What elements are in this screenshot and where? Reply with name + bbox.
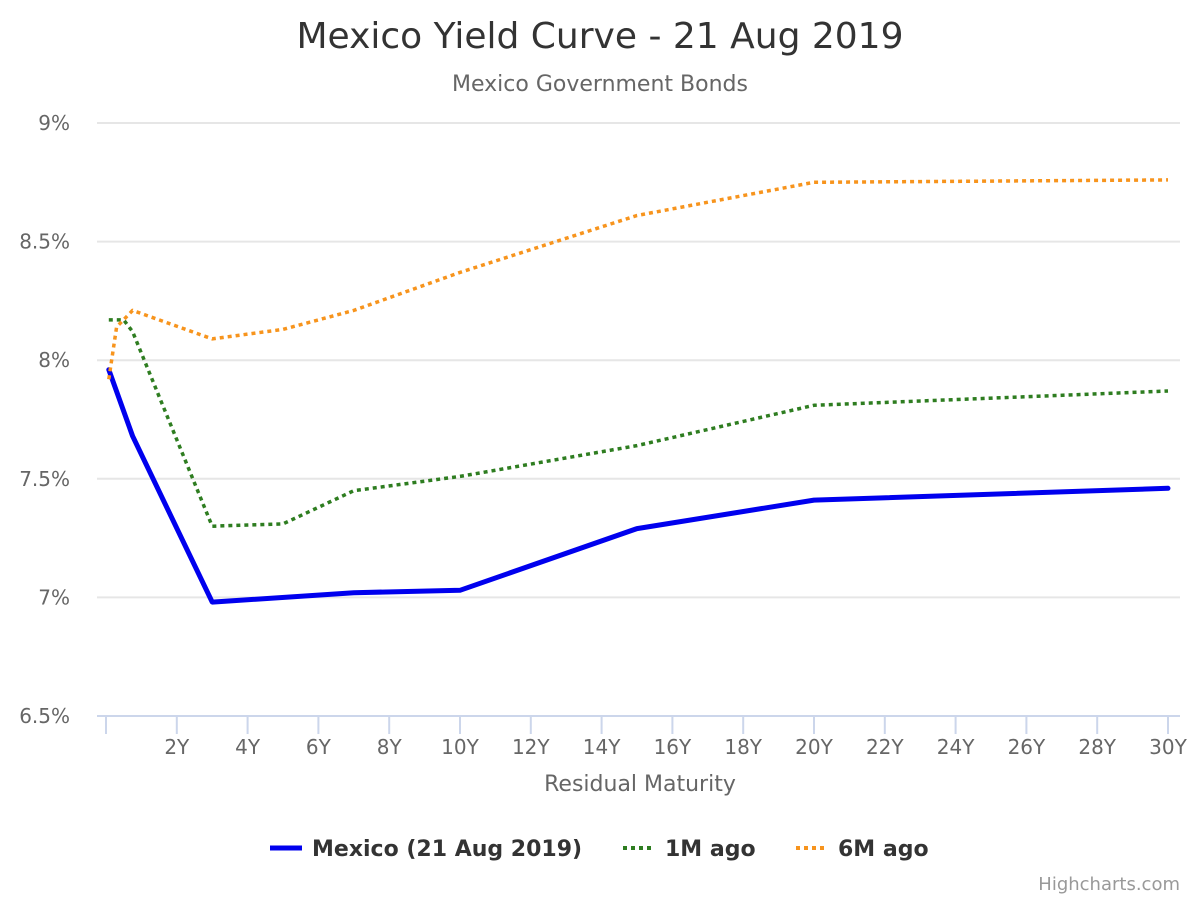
x-axis-title: Residual Maturity (544, 772, 736, 797)
x-tick-label: 10Y (441, 735, 479, 759)
x-tick-label: 24Y (937, 735, 975, 759)
x-tick-label: 26Y (1008, 735, 1046, 759)
legend-item-2[interactable]: 1M ago (623, 837, 756, 862)
legend-label: 1M ago (665, 837, 756, 862)
x-tick-label: 2Y (164, 735, 190, 759)
x-tick-label: 30Y (1149, 735, 1187, 759)
legend-item-1[interactable]: Mexico (21 Aug 2019) (270, 837, 582, 862)
x-axis (97, 715, 1180, 734)
chart-subtitle: Mexico Government Bonds (452, 72, 748, 97)
credits-link[interactable]: Highcharts.com (1038, 874, 1180, 895)
x-tick-label: 20Y (795, 735, 833, 759)
chart-title: Mexico Yield Curve - 21 Aug 2019 (297, 16, 904, 57)
y-tick-label: 8% (38, 348, 70, 372)
x-tick-label: 18Y (724, 735, 762, 759)
legend-item-3[interactable]: 6M ago (796, 837, 929, 862)
x-tick-label: 6Y (306, 735, 332, 759)
x-tick-label: 4Y (235, 735, 261, 759)
x-axis-tick-labels: 2Y 4Y 6Y 8Y 10Y 12Y 14Y 16Y 18Y 20Y 22Y 24Y 26Y 28Y 30… (164, 735, 1187, 759)
series-line-1[interactable] (106, 367, 1171, 605)
y-axis-tick-labels: 6.5% 7% 7.5% 8% 8.5% 9% (19, 111, 70, 728)
y-tick-label: 7% (38, 585, 70, 609)
y-tick-label: 6.5% (19, 704, 70, 728)
grid-lines (97, 122, 1180, 599)
legend-label: Mexico (21 Aug 2019) (312, 837, 582, 862)
legend: Mexico (21 Aug 2019) 1M ago 6M ago (270, 837, 929, 862)
y-tick-label: 8.5% (19, 230, 70, 254)
series-lines (106, 178, 1171, 605)
x-tick-label: 16Y (654, 735, 692, 759)
series-line-3[interactable] (107, 178, 1169, 380)
x-tick-label: 12Y (512, 735, 550, 759)
x-tick-label: 8Y (377, 735, 403, 759)
legend-label: 6M ago (838, 837, 929, 862)
y-tick-label: 7.5% (19, 467, 70, 491)
x-tick-label: 22Y (866, 735, 904, 759)
x-tick-label: 28Y (1078, 735, 1116, 759)
x-tick-label: 14Y (583, 735, 621, 759)
y-tick-label: 9% (38, 111, 70, 135)
